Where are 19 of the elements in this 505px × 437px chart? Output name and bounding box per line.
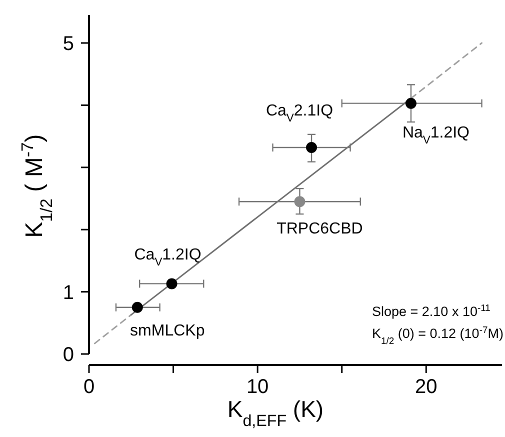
point xyxy=(405,98,416,109)
point xyxy=(166,278,178,290)
annotation: K$_{1/2}$ (0) = 0.12 (10$^{-7}$M) xyxy=(372,324,504,346)
annotation: TRPC6CBD xyxy=(276,220,363,238)
y-tick-label: 0 xyxy=(62,344,74,366)
annotation: Slope = 2.10 x 10$^{-11}$ xyxy=(372,302,490,319)
point xyxy=(306,142,318,153)
point xyxy=(294,196,306,208)
annotation: Na$_{V}$1.2IQ xyxy=(402,124,470,146)
y-tick-label: 1 xyxy=(62,282,74,304)
annotation: smMLCKp xyxy=(130,322,205,340)
y-tick-label: 5 xyxy=(62,32,74,55)
annotation: Ca$_{V}$2.1IQ xyxy=(266,102,334,124)
x-axis-title: K$_{d,EFF}$ (K) xyxy=(227,396,324,430)
x-tick-label: 0 xyxy=(83,376,95,398)
annotation: Ca$_{V}$1.2IQ xyxy=(134,246,202,269)
x-tick-label: 20 xyxy=(415,376,438,398)
point xyxy=(132,302,143,313)
x-tick-label: 10 xyxy=(246,376,269,398)
